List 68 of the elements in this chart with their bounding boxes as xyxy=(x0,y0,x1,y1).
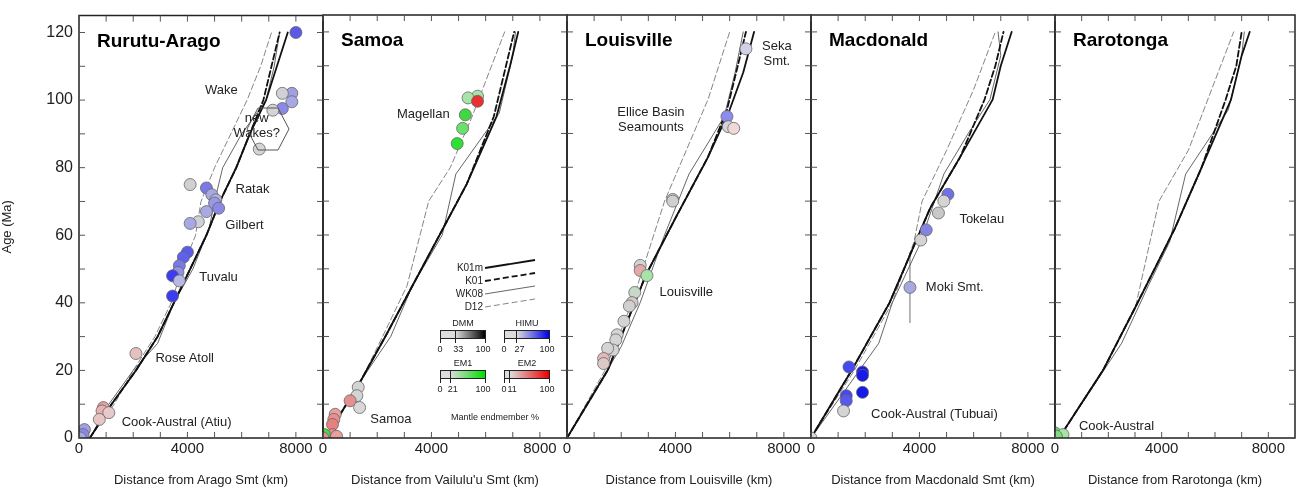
annotation: 0 xyxy=(501,344,507,354)
y-tick-label: 20 xyxy=(55,360,74,378)
annotation: 0 xyxy=(437,384,443,394)
legend-label: D12 xyxy=(464,300,484,312)
text: Macdonald xyxy=(829,29,929,51)
x-tick-label: 8000 xyxy=(767,439,801,457)
annotation: 0 xyxy=(437,344,443,354)
annotation: 21 xyxy=(447,384,458,394)
y-tick-label: 0 xyxy=(64,428,74,446)
x-tick-label: 8000 xyxy=(1251,439,1286,457)
text: Rarotonga xyxy=(1073,29,1169,51)
annotation: Seka Smt. xyxy=(762,37,793,68)
x-tick-label: 0 xyxy=(318,439,328,457)
text: Louisville xyxy=(585,29,673,51)
x-axis-title: Distance from Macdonald Smt (km) xyxy=(831,471,1035,487)
x-tick-label: 8000 xyxy=(523,439,557,457)
annotation: EM2 xyxy=(517,358,537,368)
x-tick-label: 4000 xyxy=(902,439,937,457)
text: Samoa xyxy=(341,29,404,51)
annotation: EM1 xyxy=(453,358,473,368)
x-tick-label: 0 xyxy=(1050,439,1060,457)
annotation: 0 xyxy=(501,384,507,394)
x-tick-label: 4000 xyxy=(1144,439,1179,457)
annotation: Cook-Austral (Tubuai) xyxy=(871,405,998,421)
legend-label: K01 xyxy=(465,274,484,286)
x-axis-title: Distance from Rarotonga (km) xyxy=(1087,471,1263,487)
annotation: Cook-Austral xyxy=(1078,417,1155,433)
x-axis-title: Distance from Vailulu'u Smt (km) xyxy=(351,471,539,487)
annotation: Ellice Basin Seamounts xyxy=(617,103,685,134)
y-tick-label: 100 xyxy=(46,90,74,108)
x-tick-label: 4000 xyxy=(658,439,693,457)
annotation: DMM xyxy=(452,318,474,328)
x-tick-label: 4000 xyxy=(414,439,449,457)
annotation: Samoa xyxy=(370,410,413,426)
annotation: Rose Atoll xyxy=(155,350,215,366)
annotation: Mantle endmember % xyxy=(450,412,540,422)
x-tick-label: 8000 xyxy=(279,439,313,457)
annotation: 100 xyxy=(539,344,555,354)
annotation: Tokelau xyxy=(959,211,1005,227)
legend-label: WK08 xyxy=(455,287,484,299)
annotation: 100 xyxy=(475,344,491,354)
y-axis-title: Age (Ma) xyxy=(0,200,15,254)
y-tick-label: 120 xyxy=(46,22,74,40)
annotation: 100 xyxy=(475,384,491,394)
y-tick-label: 40 xyxy=(55,293,74,311)
annotation: HIMU xyxy=(515,318,539,328)
annotation: 11 xyxy=(507,384,517,394)
x-tick-label: 0 xyxy=(562,439,572,457)
x-axis-title: Distance from Louisville (km) xyxy=(605,471,773,487)
annotation: Magellan xyxy=(396,106,450,122)
x-tick-label: 0 xyxy=(806,439,816,457)
y-tick-label: 60 xyxy=(55,225,74,243)
annotation: 27 xyxy=(514,344,525,354)
annotation: Ratak xyxy=(235,181,270,197)
x-tick-label: 4000 xyxy=(170,439,205,457)
annotation: Wake xyxy=(204,81,238,97)
annotation: Moki Smt. xyxy=(925,278,984,294)
annotation: Louisville xyxy=(659,284,714,300)
annotation: 33 xyxy=(453,344,464,354)
annotation: Gilbert xyxy=(225,216,264,232)
y-tick-label: 80 xyxy=(55,158,74,176)
annotation: Tuvalu xyxy=(199,269,238,285)
x-axis-title: Distance from Arago Smt (km) xyxy=(113,471,289,487)
x-tick-label: 8000 xyxy=(1011,439,1045,457)
annotation: 100 xyxy=(539,384,555,394)
text: Rurutu-Arago xyxy=(97,29,221,51)
legend-label: K01m xyxy=(456,261,483,273)
annotation: Cook-Austral (Atiu) xyxy=(121,414,232,430)
